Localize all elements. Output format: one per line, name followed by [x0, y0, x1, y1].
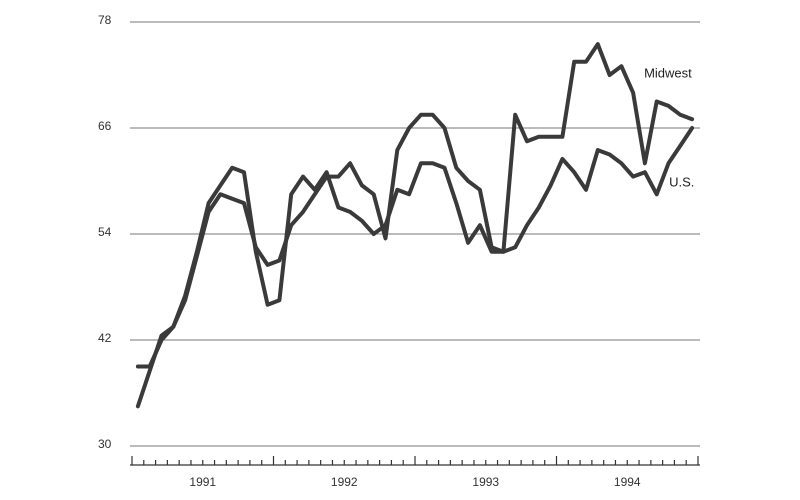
- y-tick-label: 66: [98, 119, 112, 133]
- x-tick-label: 1991: [189, 475, 216, 489]
- series-line: [135, 42, 695, 369]
- y-tick-label: 30: [98, 437, 112, 451]
- x-tick-label: 1992: [331, 475, 358, 489]
- y-tick-label: 42: [98, 331, 112, 345]
- x-tick-label: 1994: [614, 475, 641, 489]
- y-tick-label: 54: [98, 225, 112, 239]
- series-label: Midwest: [644, 66, 692, 81]
- y-tick-label: 78: [98, 13, 112, 27]
- x-tick-label: 1993: [472, 475, 499, 489]
- series-line: [135, 112, 695, 409]
- series-label: U.S.: [669, 174, 694, 189]
